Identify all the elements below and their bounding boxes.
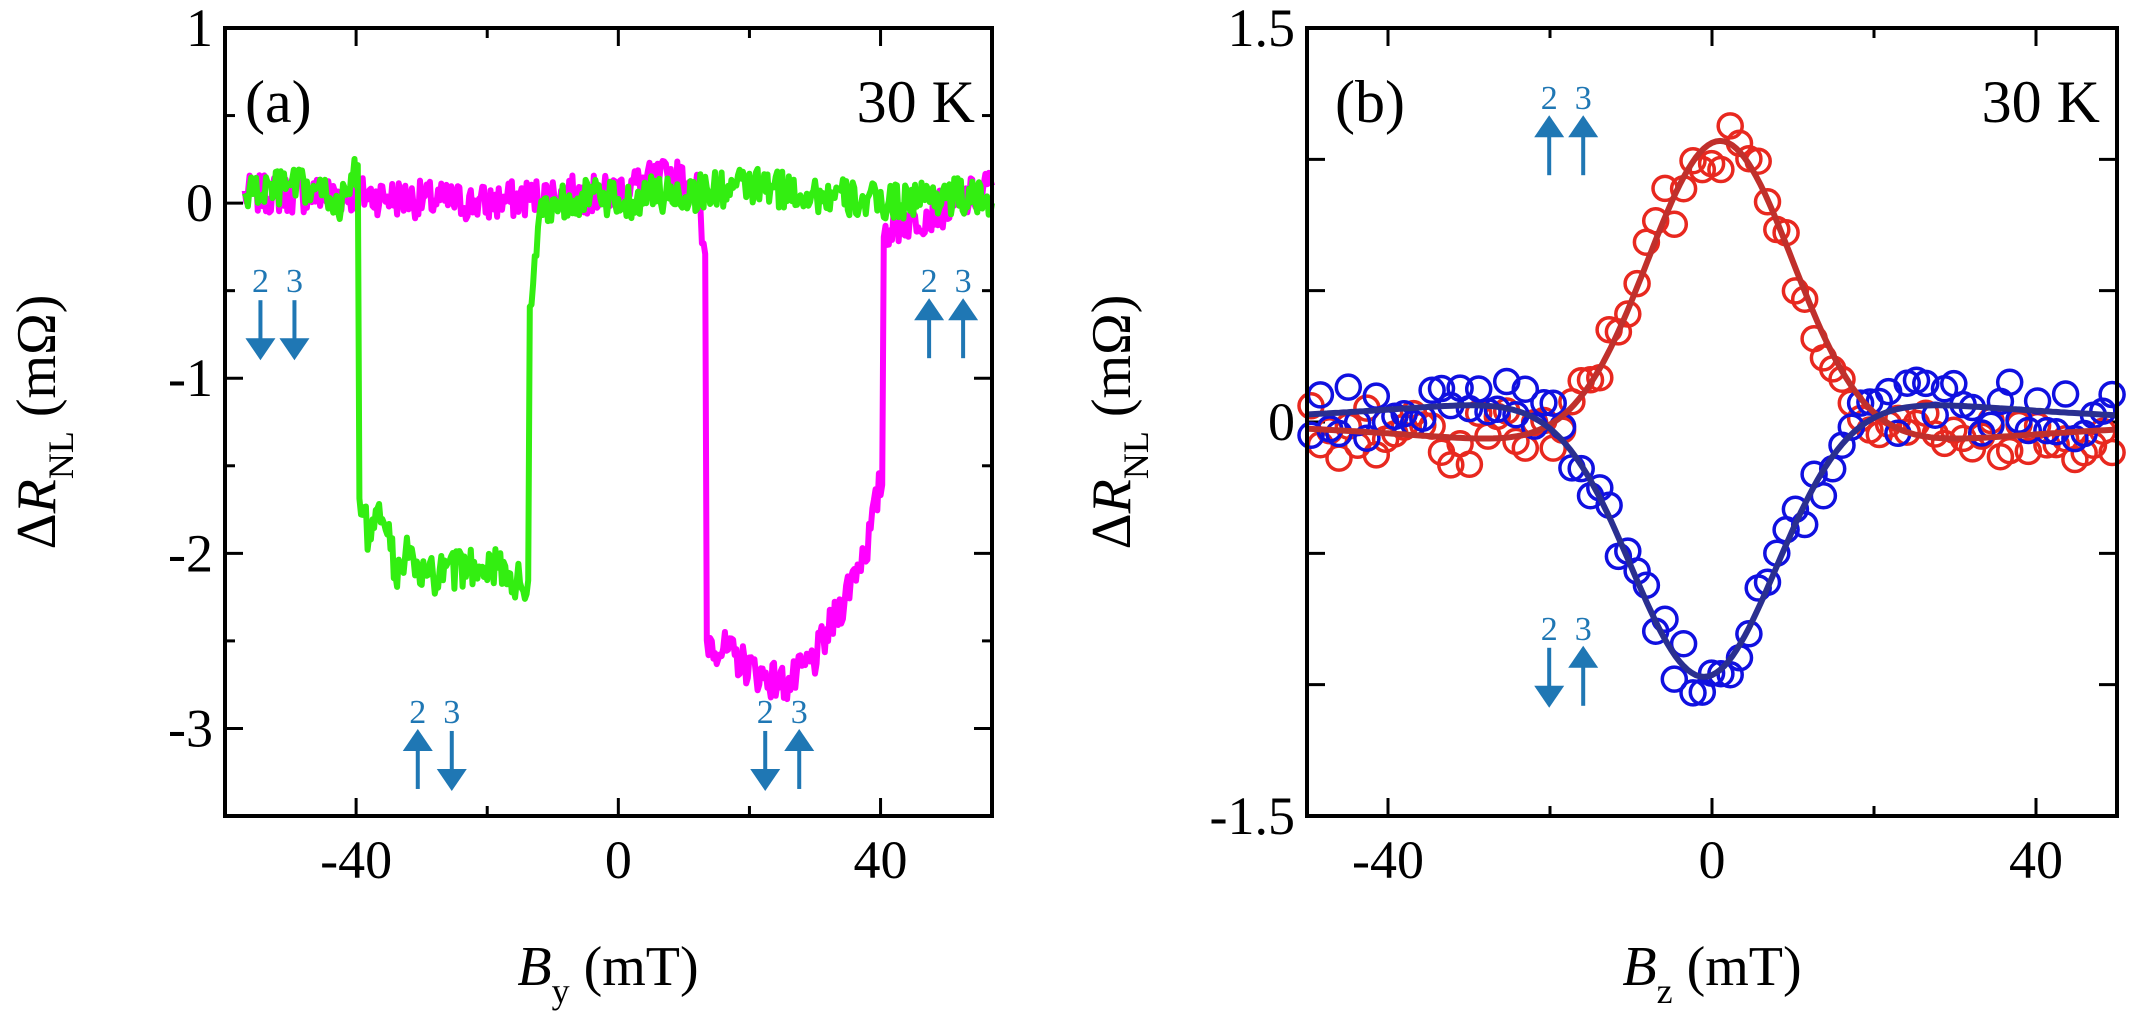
antiparallel-data-point (1679, 679, 1707, 707)
parallel-data-point (1940, 416, 1968, 444)
antiparallel-data-point (1297, 421, 1325, 450)
spin-arrow-up-icon (914, 298, 945, 321)
spin-arrow-down-icon (436, 768, 467, 791)
spin-arrow-up-icon (1534, 115, 1565, 138)
antiparallel-data-point (1530, 389, 1558, 417)
panel-b-label: (b) (1335, 69, 1405, 135)
electrode-number-label: 2 (409, 694, 426, 731)
panel-b: -40 0 401.50-1.52 32 3 (b) 30 K Bz (mT) ΔRNL… (1081, 0, 2126, 1011)
parallel-data-point (1753, 188, 1782, 216)
panel-a-x-tick-label: 0 (605, 830, 632, 890)
spin-arrow-up-icon (1568, 115, 1599, 138)
panel-a-y-tick-label: -3 (168, 698, 213, 758)
panel-b-y-tick-label: 0 (1268, 392, 1295, 452)
parallel-data-point (1614, 300, 1642, 328)
antiparallel-data-point (1846, 389, 1875, 417)
parallel-data-point (1455, 450, 1484, 479)
antiparallel-data-point (1697, 659, 1726, 687)
spin-arrow-down-icon (279, 338, 310, 361)
spin-arrow-down-icon (245, 338, 276, 361)
electrode-number-label: 3 (1575, 611, 1592, 648)
antiparallel-data-point (1912, 369, 1940, 398)
antiparallel-data-point (1967, 419, 1996, 447)
panel-b-x-axis-label: Bz (mT) (1622, 936, 1801, 1011)
antiparallel-data-point (2051, 380, 2080, 408)
panel-a-x-tick-label: -40 (320, 830, 392, 890)
parallel-data-point (1679, 146, 1707, 175)
spin-arrow-up-icon (784, 728, 815, 751)
electrode-number-label: 2 (757, 694, 774, 731)
antiparallel-data-point (2098, 380, 2126, 409)
spin-arrow-down-icon (750, 768, 781, 791)
antiparallel-data-point (1492, 367, 1521, 396)
panel-b-plot-area: -40 0 401.50-1.52 32 3 (1210, 0, 2126, 890)
electrode-number-label: 3 (286, 263, 303, 300)
spin-arrow-up-icon (402, 728, 433, 751)
electrode-number-label: 2 (921, 263, 938, 300)
panel-a-x-tick-label: 40 (854, 830, 908, 890)
parallel-fit-line (1306, 137, 2118, 442)
antiparallel-data-point (1669, 629, 1698, 658)
antiparallel-data-point (1353, 424, 1381, 452)
panel-b-y-tick-label: 1.5 (1228, 0, 1296, 58)
electrode-number-label: 3 (443, 694, 460, 731)
spin-arrow-up-icon (948, 298, 979, 321)
antiparallel-data-point (1390, 400, 1418, 428)
panel-b-frame (1305, 26, 2119, 818)
electrode-number-label: 2 (1541, 80, 1558, 117)
panel-a-frame (223, 26, 994, 818)
green-sweep-line (242, 156, 995, 602)
spin-arrow-up-icon (1568, 645, 1599, 668)
panel-a-y-tick-label: -2 (168, 523, 213, 583)
antiparallel-data-point (1334, 373, 1363, 401)
parallel-data-point (1893, 418, 1921, 446)
panel-a-y-tick-label: -1 (168, 348, 213, 408)
antiparallel-data-point (2014, 416, 2043, 445)
electrode-number-label: 2 (252, 263, 269, 300)
panel-a-temperature: 30 K (857, 69, 975, 135)
parallel-data-point (1707, 155, 1735, 184)
panel-b-y-tick-label: -1.5 (1210, 786, 1295, 846)
panel-b-x-tick-label: 40 (2009, 830, 2063, 890)
panel-a-y-tick-label: 1 (186, 0, 213, 58)
antiparallel-data-point (1511, 375, 1540, 403)
antiparallel-data-point (1418, 376, 1446, 405)
antiparallel-fit-line (1306, 402, 2118, 680)
panel-a-label: (a) (245, 69, 312, 135)
spin-arrow-down-icon (1534, 685, 1565, 708)
parallel-data-point (1623, 269, 1651, 298)
panel-b-x-tick-label: -40 (1352, 830, 1424, 890)
electrode-number-label: 3 (955, 263, 972, 300)
antiparallel-data-point (1995, 368, 2024, 397)
parallel-data-point (2098, 438, 2126, 467)
panel-b-x-tick-label: 0 (1699, 830, 1726, 890)
parallel-data-point (2014, 437, 2043, 466)
antiparallel-data-point (1567, 454, 1595, 483)
electrode-number-label: 2 (1541, 611, 1558, 648)
panel-b-y-axis-label: ΔRNL (mΩ) (1081, 295, 1156, 550)
antiparallel-data-point (1464, 375, 1493, 403)
electrode-number-label: 3 (791, 694, 808, 731)
antiparallel-data-point (1539, 389, 1567, 417)
electrode-number-label: 3 (1575, 80, 1592, 117)
panel-a-y-axis-label: ΔRNL (mΩ) (6, 295, 81, 550)
antiparallel-data-point (1660, 665, 1689, 693)
panel-a-y-tick-label: 0 (186, 173, 213, 233)
panel-a-x-axis-label: By (mT) (517, 936, 698, 1011)
panel-b-temperature: 30 K (1982, 69, 2100, 135)
